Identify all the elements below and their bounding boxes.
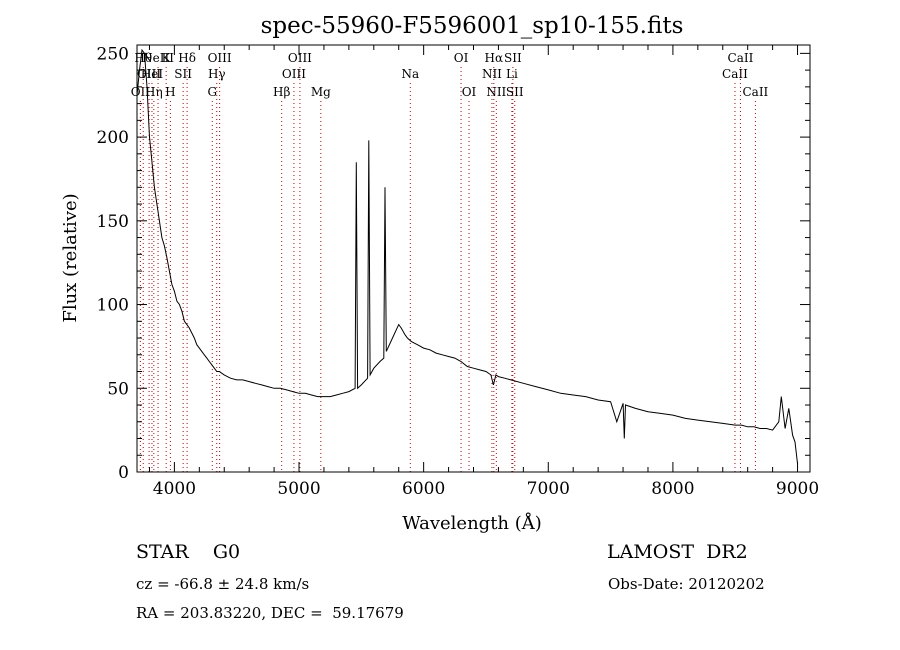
line-marker-label: CaII [742,85,768,99]
line-marker-label: OIII [137,67,161,81]
coordinates: RA = 203.83220, DEC = 59.17679 [136,604,404,622]
line-marker: Hθ [134,51,152,472]
y-tick-label: 50 [107,379,129,399]
line-marker: Mg [311,85,331,472]
line-marker: OI [454,51,469,472]
spectrum-line [136,48,798,464]
line-marker: Hγ [208,67,226,472]
line-marker-label: SII [174,67,192,81]
x-tick-label: 5000 [277,479,320,499]
y-tick-label: 150 [97,212,129,232]
line-marker: OIII [282,67,306,472]
line-marker-label: NII [486,85,506,99]
object-class: STAR G0 [136,541,241,563]
redshift-value: cz = -66.8 ± 24.8 km/s [136,575,310,593]
line-marker: K [162,51,172,472]
line-marker: CaII [722,67,748,472]
chart-title: spec-55960-F5596001_sp10-155.fits [261,13,684,39]
line-marker: Hη [145,85,163,472]
line-marker-label: NeIII [142,51,174,65]
line-marker-label: HeI [141,67,164,81]
line-marker-label: SII [504,51,522,65]
line-marker: SII [174,67,192,472]
axis-ticks: 4000 5000 6000 7000 8000 9000 0 50 100 150 200 250 [97,44,820,499]
x-tick-label: 7000 [527,479,570,499]
line-marker-label: OII [131,85,151,99]
x-tick-label: 4000 [153,479,196,499]
line-marker-label: OI [462,85,477,99]
line-marker-label: OIII [282,67,306,81]
x-tick-label: 9000 [776,479,819,499]
line-marker: OIII [208,51,232,472]
y-tick-label: 250 [97,44,129,64]
line-marker: Hβ [273,85,290,472]
line-marker-label: G [207,85,217,99]
line-marker: NeIII [142,51,174,472]
line-marker: H [165,85,176,472]
line-marker: Hα [485,51,504,472]
line-marker: HeI [141,67,164,472]
line-marker: G [207,85,217,472]
line-marker-label: Li [506,67,518,81]
y-tick-label: 0 [118,463,129,483]
line-marker-label: Hδ [178,51,196,65]
line-marker: Li [506,67,518,472]
line-marker-label: Hθ [134,51,152,65]
line-marker-label: Mg [311,85,331,99]
line-marker-label: K [162,51,172,65]
line-marker: OIII [137,67,161,472]
line-marker-layer: OIIHθOIIIHeIHηNeIIIKHSIIHδGHγOIIIHβOIIIO… [131,51,769,472]
line-marker: Hδ [178,51,196,472]
line-marker: NII [482,67,502,472]
line-marker-label: OIII [208,51,232,65]
line-marker: CaII [728,51,754,472]
plot-frame [136,44,811,473]
x-axis-label: Wavelength (Å) [402,512,542,534]
line-marker: CaII [742,85,769,472]
line-marker-label: Na [401,67,419,81]
obs-date: Obs-Date: 20120202 [608,575,765,593]
line-marker: OIII [288,51,312,472]
line-marker: SII [504,51,522,472]
line-marker: NII [486,85,507,472]
survey-name: LAMOST DR2 [607,541,748,563]
y-axis-label: Flux (relative) [60,193,81,322]
x-tick-label: 8000 [651,479,694,499]
line-marker-label: OI [454,51,469,65]
line-marker: SII [506,85,524,472]
line-marker-label: Hγ [208,67,226,81]
line-marker-label: H [165,85,175,99]
line-marker-label: Hα [485,51,504,65]
y-tick-label: 100 [97,296,129,316]
line-marker-label: SII [506,85,524,99]
line-marker-label: CaII [728,51,754,65]
line-marker-label: CaII [722,67,748,81]
line-marker-label: OIII [288,51,312,65]
line-marker-label: Hβ [273,85,290,99]
line-marker-label: NII [482,67,502,81]
line-marker: Na [401,67,419,472]
x-tick-label: 6000 [402,479,445,499]
y-tick-label: 200 [97,128,129,148]
line-marker: OII [131,85,151,472]
line-marker: OI [462,85,477,472]
